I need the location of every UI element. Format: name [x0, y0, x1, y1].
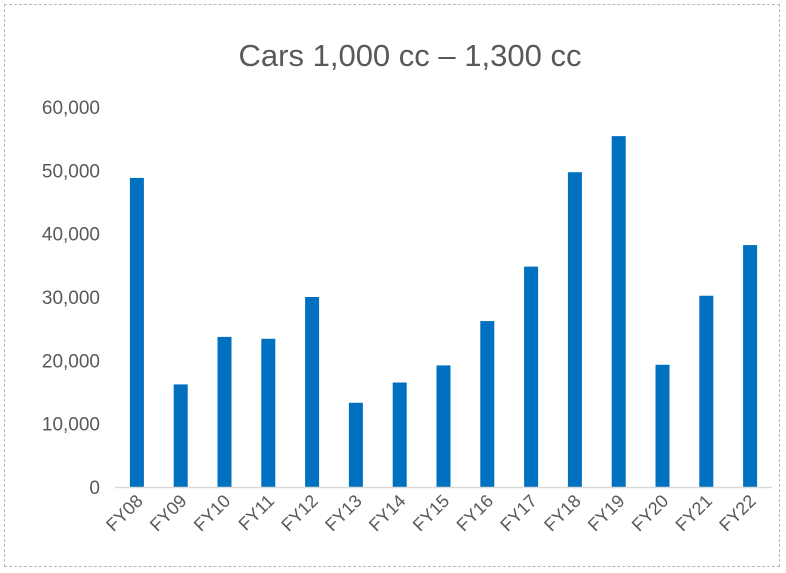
y-tick-label: 20,000	[42, 351, 100, 372]
bar-fy08	[129, 177, 144, 487]
x-tick-label: FY21	[672, 491, 717, 536]
x-tick-label: FY11	[235, 491, 279, 535]
x-tick-label: FY10	[190, 491, 235, 536]
y-tick-label: 0	[89, 478, 100, 499]
x-tick-label: FY19	[584, 491, 629, 536]
bar-fy19	[611, 136, 626, 487]
bar-fy22	[743, 245, 758, 487]
x-tick-label: FY14	[365, 491, 410, 536]
bar-fy10	[217, 336, 232, 487]
y-tick-label: 50,000	[42, 161, 100, 182]
x-axis-ticks: FY08 FY09 FY10 FY11 FY12 FY13 FY14 FY15 FY16 FY17…	[102, 491, 760, 536]
x-tick-label: FY18	[540, 491, 585, 536]
bar-fy12	[305, 297, 320, 487]
x-tick-label: FY15	[409, 491, 454, 536]
chart-title: Cars 1,000 cc – 1,300 cc	[239, 38, 582, 73]
y-tick-label: 30,000	[42, 288, 100, 309]
y-tick-label: 40,000	[42, 225, 100, 246]
x-tick-label: FY16	[453, 491, 498, 536]
bars	[129, 136, 758, 487]
y-axis-ticks: 0 10,000 20,000 30,000 40,000 50,000 60,000	[42, 98, 100, 499]
x-tick-label: FY20	[628, 491, 673, 536]
bar-fy18	[567, 172, 582, 487]
chart-frame	[4, 4, 780, 567]
x-tick-label: FY12	[277, 491, 322, 536]
bar-fy14	[392, 382, 407, 487]
bar-fy20	[655, 364, 670, 487]
bar-fy17	[524, 266, 539, 487]
x-tick-label: FY17	[496, 491, 541, 536]
bar-fy15	[436, 365, 451, 487]
x-tick-label: FY08	[102, 491, 147, 536]
x-tick-label: FY09	[146, 491, 191, 536]
y-tick-label: 60,000	[42, 98, 100, 119]
bar-fy16	[480, 321, 495, 487]
y-tick-label: 10,000	[42, 415, 100, 436]
x-tick-label: FY22	[715, 491, 760, 536]
bar-fy11	[261, 338, 276, 487]
bar-fy21	[699, 295, 714, 487]
bar-fy13	[348, 402, 363, 487]
x-tick-label: FY13	[321, 491, 366, 536]
bar-fy09	[173, 384, 188, 487]
